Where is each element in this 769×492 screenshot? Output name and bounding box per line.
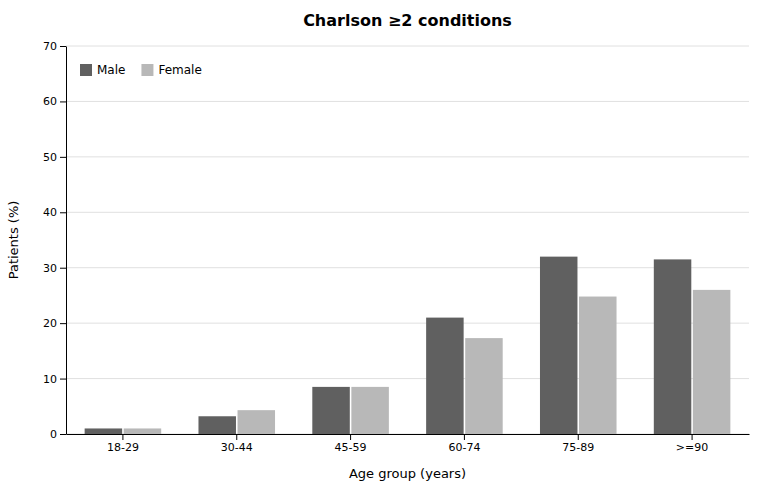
tick-mark [60,46,66,47]
tick: 30-44 [221,434,253,454]
tick-label: 10 [43,373,57,386]
grid-line [66,101,749,102]
bar [238,410,275,434]
tick-label: 50 [43,151,57,164]
y-axis: 0 10 20 30 40 50 60 70 [43,40,67,441]
tick: 50 [43,151,66,164]
grid-line [66,323,749,324]
bar [540,257,577,434]
tick: 40 [43,206,66,219]
tick-mark [60,379,66,380]
axis-line [67,434,750,435]
bar [85,428,122,434]
tick: 0 [50,428,66,441]
legend-swatch [80,64,92,76]
tick-mark [464,434,465,440]
tick: 60 [43,95,66,108]
tick: 10 [43,373,66,386]
grid-line [66,46,749,47]
legend-label: Female [158,63,201,77]
grid-line [66,212,749,213]
bar [198,416,235,434]
x-axis: 18-29 30-44 45-59 60-74 75-89 >=90 [67,434,750,454]
tick-mark [60,101,66,102]
tick-label: 30 [43,262,57,275]
bar-series [124,290,731,434]
tick-mark [60,212,66,213]
tick-label: 75-89 [562,441,594,454]
legend-swatch [141,64,153,76]
tick-label: 60 [43,95,57,108]
grid-line [66,156,749,157]
bars [85,257,731,434]
tick: 70 [43,40,66,53]
bar [426,318,463,434]
tick-mark [578,434,579,440]
title: Charlson ≥2 conditions [303,11,512,30]
tick-label: >=90 [676,441,708,454]
tick-mark [60,434,66,435]
legend-item: Female [141,63,201,77]
tick-label: 40 [43,206,57,219]
bar-series [85,257,692,434]
tick-mark [350,434,351,440]
legend-item: Male [80,63,125,77]
tick: 60-74 [448,434,480,454]
tick: >=90 [676,434,708,454]
plot: 18-29 30-44 45-59 60-74 75-89 >=90 0 10 20 30 40 50… [43,40,750,454]
chart: 18-29 30-44 45-59 60-74 75-89 >=90 0 10 20 30 40 50… [0,0,769,492]
legend: Male Female [80,63,202,77]
x-axis-title: Age group (years) [349,466,466,481]
axis-line [66,47,67,435]
bar [693,290,730,434]
bar [351,387,388,434]
grid-line [66,267,749,268]
bar [312,387,349,434]
bar [654,259,691,434]
bar [465,338,502,434]
tick-label: 45-59 [335,441,367,454]
tick: 45-59 [335,434,367,454]
legend-label: Male [97,63,125,77]
tick-mark [122,434,123,440]
tick-label: 70 [43,40,57,53]
tick-mark [236,434,237,440]
bar [124,428,161,434]
grid-line [66,434,749,435]
tick: 30 [43,262,66,275]
tick-mark [692,434,693,440]
tick-label: 30-44 [221,441,253,454]
tick: 75-89 [562,434,594,454]
tick: 20 [43,317,66,330]
tick-label: 20 [43,317,57,330]
tick: 18-29 [107,434,139,454]
y-axis-title: Patients (%) [6,201,21,280]
bar [579,297,616,434]
tick-label: 60-74 [448,441,480,454]
tick-label: 18-29 [107,441,139,454]
grid-line [66,378,749,379]
tick-mark [60,323,66,324]
tick-mark [60,268,66,269]
tick-mark [60,157,66,158]
grid [66,46,749,434]
tick-label: 0 [50,428,57,441]
